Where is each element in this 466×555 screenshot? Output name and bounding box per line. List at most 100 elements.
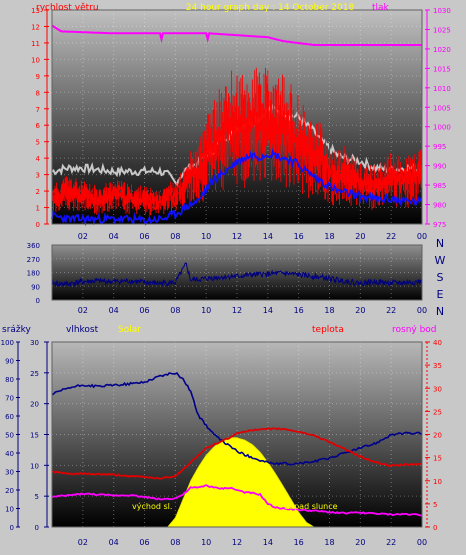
wind-left-tick-label: 1 <box>36 205 40 213</box>
wind-left-tick-label: 9 <box>36 73 40 81</box>
temp-x-tick-label: 10 <box>201 538 211 547</box>
pressure-right-tick-label: 1025 <box>433 26 451 34</box>
humidity-tick-label: 15 <box>30 432 39 440</box>
humidity-series-line <box>51 371 423 466</box>
humidity-tick-label: 30 <box>30 339 39 347</box>
sunset-label: západ slunce <box>285 502 338 511</box>
dir-x-tick-label: 08 <box>170 306 180 315</box>
dir-x-tick-label: 20 <box>355 306 365 315</box>
dir-x-tick-label: 00 <box>417 306 427 315</box>
humidity-label: vlhkost <box>66 325 99 335</box>
pressure-right-tick-label: 1010 <box>433 85 451 93</box>
rain-tick-label: 40 <box>5 450 14 458</box>
wind-x-tick-label: 12 <box>232 232 242 241</box>
dir-x-tick-label: 22 <box>386 306 396 315</box>
dir-x-tick-label: 12 <box>232 306 242 315</box>
compass-label: N <box>436 305 444 318</box>
wind-left-tick-label: 11 <box>31 40 40 48</box>
pressure-right-tick-label: 995 <box>433 143 446 151</box>
dir-left-tick-label: 270 <box>27 256 40 264</box>
rain-tick-label: 0 <box>10 524 14 532</box>
temp-tick-label: 15 <box>433 455 442 463</box>
dir-left-tick-label: 0 <box>36 297 40 305</box>
temperature-series-line <box>51 427 423 480</box>
wind-left-tick-label: 3 <box>36 172 40 180</box>
pressure-right-tick-label: 990 <box>433 163 446 171</box>
dir-plot-area <box>52 245 422 300</box>
chart-title: 24 hour graph day : 14 October 2018 <box>186 3 355 13</box>
direction-series-line <box>51 262 423 288</box>
dir-x-tick-label: 18 <box>324 306 334 315</box>
compass-label: S <box>437 271 444 284</box>
solar-area <box>166 437 316 528</box>
wind-left-tick-label: 6 <box>36 122 41 130</box>
pressure-right-tick-label: 1030 <box>433 7 451 15</box>
rain-tick-label: 70 <box>5 395 14 403</box>
wind-x-tick-label: 10 <box>201 232 211 241</box>
dewpoint-label: rosný bod <box>392 325 437 335</box>
temp-frame <box>51 341 423 528</box>
temp-tick-label: 20 <box>433 432 442 440</box>
temp-tick-label: 5 <box>433 501 437 509</box>
temp-tick-label: 0 <box>433 524 437 532</box>
humidity-tick-label: 0 <box>35 524 39 532</box>
dir-left-tick-label: 180 <box>27 270 40 278</box>
temperature-label: teplota <box>312 325 344 335</box>
wind-speed-label: rychlost větru <box>36 3 99 13</box>
wind-x-tick-label: 02 <box>78 232 88 241</box>
wind-frame <box>51 9 423 225</box>
wind-left-tick-label: 7 <box>36 106 40 114</box>
rain-tick-label: 10 <box>5 506 14 514</box>
temp-tick-label: 35 <box>433 362 442 370</box>
temp-x-tick-label: 16 <box>294 538 304 547</box>
temp-x-tick-label: 04 <box>109 538 119 547</box>
pressure-series-line <box>51 24 422 46</box>
temp-tick-label: 30 <box>433 385 442 393</box>
compass-label: N <box>436 237 444 250</box>
wind-x-tick-label: 08 <box>170 232 180 241</box>
temp-x-tick-label: 14 <box>263 538 273 547</box>
wind-x-tick-label: 00 <box>417 232 427 241</box>
wind-x-tick-label: 14 <box>263 232 273 241</box>
wind-avg-series-line <box>51 148 423 227</box>
temp-tick-label: 25 <box>433 408 442 416</box>
temp-tick-label: 40 <box>433 339 442 347</box>
rain-tick-label: 50 <box>5 432 14 440</box>
wind-x-tick-label: 04 <box>109 232 119 241</box>
wind-left-tick-label: 4 <box>36 155 41 163</box>
sunrise-label: východ sl. <box>132 502 172 511</box>
wind-x-tick-label: 06 <box>139 232 149 241</box>
rain-tick-label: 20 <box>5 487 14 495</box>
humidity-tick-label: 20 <box>30 401 39 409</box>
temp-x-tick-label: 12 <box>232 538 242 547</box>
dir-x-tick-label: 14 <box>263 306 273 315</box>
dir-frame <box>51 244 423 301</box>
humidity-tick-label: 10 <box>30 462 39 470</box>
solar-label: Solar <box>118 325 141 335</box>
pressure-label: tlak <box>372 3 390 13</box>
pressure-right-tick-label: 1015 <box>433 65 451 73</box>
dir-left-tick-label: 90 <box>31 283 40 291</box>
temp-x-tick-label: 08 <box>170 538 180 547</box>
compass-label: E <box>437 288 444 301</box>
wind-left-tick-label: 5 <box>36 139 40 147</box>
wind-left-tick-label: 0 <box>36 221 40 229</box>
wind-left-tick-label: 2 <box>36 188 40 196</box>
wind-left-tick-label: 13 <box>31 7 40 15</box>
wind-left-tick-label: 12 <box>31 23 40 31</box>
humidity-tick-label: 25 <box>30 370 39 378</box>
pressure-right-tick-label: 1000 <box>433 124 451 132</box>
pressure-right-tick-label: 1020 <box>433 46 451 54</box>
rain-tick-label: 60 <box>5 413 14 421</box>
wind-x-tick-label: 16 <box>294 232 304 241</box>
wind-x-tick-label: 20 <box>355 232 365 241</box>
dir-left-tick-label: 360 <box>27 242 40 250</box>
dir-x-tick-label: 04 <box>109 306 119 315</box>
dir-x-tick-label: 10 <box>201 306 211 315</box>
wind-x-tick-label: 18 <box>324 232 334 241</box>
temp-x-tick-label: 06 <box>139 538 149 547</box>
dir-x-tick-label: 02 <box>78 306 88 315</box>
pressure-right-tick-label: 985 <box>433 182 446 190</box>
